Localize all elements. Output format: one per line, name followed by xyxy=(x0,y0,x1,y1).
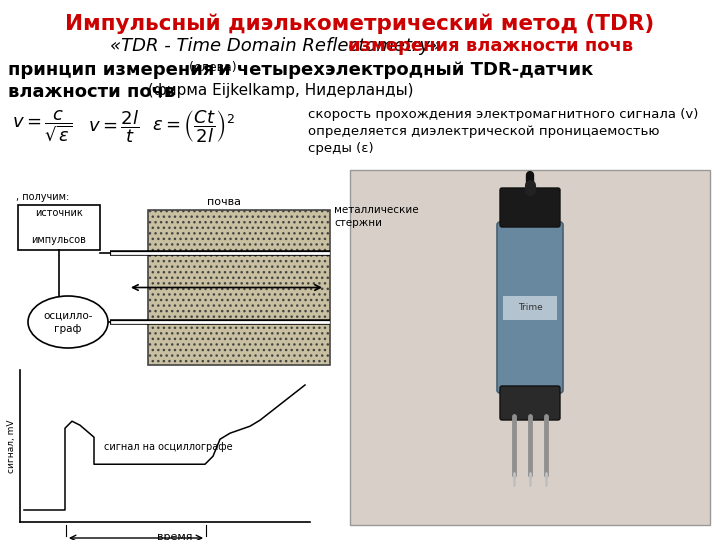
Ellipse shape xyxy=(28,296,108,348)
FancyBboxPatch shape xyxy=(500,188,560,227)
Bar xyxy=(503,295,557,320)
FancyBboxPatch shape xyxy=(497,222,563,393)
Text: измерения влажности почв: измерения влажности почв xyxy=(348,37,633,55)
Text: стержни: стержни xyxy=(334,218,382,228)
Text: влажности почв: влажности почв xyxy=(8,83,175,101)
Text: время: время xyxy=(157,532,193,540)
Text: определяется диэлектрической проницаемостью: определяется диэлектрической проницаемос… xyxy=(308,125,660,138)
Text: граф: граф xyxy=(54,324,82,334)
Text: импульсов: импульсов xyxy=(32,235,86,245)
Text: сигнал, mV: сигнал, mV xyxy=(7,419,16,472)
Text: , получим:: , получим: xyxy=(16,192,69,202)
Text: источник: источник xyxy=(35,208,83,218)
Text: принцип измерения: принцип измерения xyxy=(8,61,215,79)
Text: сигнал на осциллографе: сигнал на осциллографе xyxy=(104,442,233,452)
Text: среды (ε): среды (ε) xyxy=(308,142,374,155)
Text: скорость прохождения электромагнитного сигнала (v): скорость прохождения электромагнитного с… xyxy=(308,108,698,121)
Text: (фирма Eijkelkamp, Нидерланды): (фирма Eijkelkamp, Нидерланды) xyxy=(138,83,413,98)
Text: «TDR - Time Domain Reflectometry»: «TDR - Time Domain Reflectometry» xyxy=(110,37,447,55)
Text: (слева): (слева) xyxy=(185,61,240,74)
Text: металлические: металлические xyxy=(334,205,418,215)
Text: Trime: Trime xyxy=(518,303,542,312)
Bar xyxy=(350,170,710,525)
Bar xyxy=(148,210,330,365)
FancyBboxPatch shape xyxy=(500,386,560,420)
Text: и четырехэлектродный TDR-датчик: и четырехэлектродный TDR-датчик xyxy=(218,61,593,79)
Text: осцилло-: осцилло- xyxy=(43,311,93,321)
Bar xyxy=(18,205,100,250)
Text: $v = \dfrac{c}{\sqrt{\varepsilon}}$: $v = \dfrac{c}{\sqrt{\varepsilon}}$ xyxy=(12,108,73,143)
Text: $\varepsilon = \left(\dfrac{Ct}{2l}\right)^{2}$: $\varepsilon = \left(\dfrac{Ct}{2l}\righ… xyxy=(152,108,235,145)
Text: Импульсный диэлькометрический метод (TDR): Импульсный диэлькометрический метод (TDR… xyxy=(66,13,654,33)
Text: $v = \dfrac{2l}{t}$: $v = \dfrac{2l}{t}$ xyxy=(88,108,139,145)
Text: почва: почва xyxy=(207,197,241,207)
